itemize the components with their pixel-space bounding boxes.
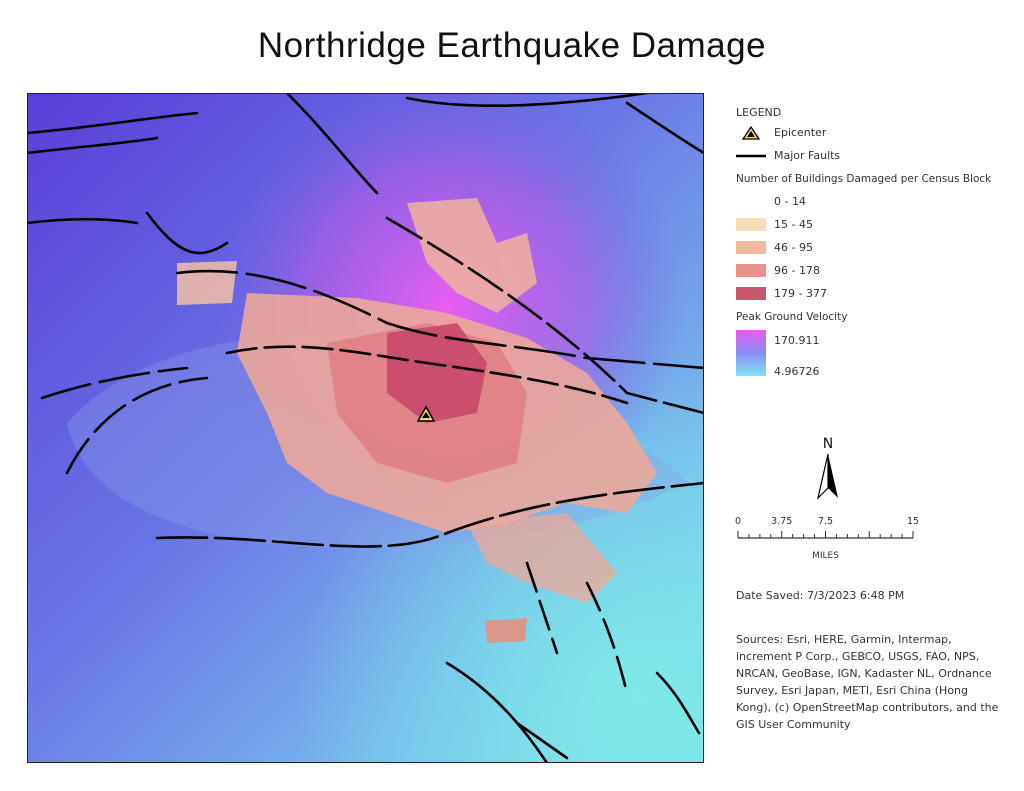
legend-item: 179 - 377 <box>736 282 1006 305</box>
north-arrow-right <box>828 454 838 498</box>
fault <box>155 481 704 548</box>
fault <box>405 93 649 107</box>
velocity-high: 170.911 <box>774 334 820 347</box>
fault <box>285 93 379 195</box>
legend-subtitle: Number of Buildings Damaged per Census B… <box>736 167 1006 190</box>
date-saved: Date Saved: 7/3/2023 6:48 PM <box>736 589 905 602</box>
epicenter-marker-core <box>422 412 430 418</box>
map <box>27 93 704 763</box>
fault <box>27 211 229 255</box>
legend-label: Epicenter <box>774 126 827 139</box>
fault <box>655 671 701 735</box>
legend-label: 46 - 95 <box>774 241 813 254</box>
fault <box>175 269 704 370</box>
legend-label: 15 - 45 <box>774 218 813 231</box>
legend-item: 15 - 45 <box>736 213 1006 236</box>
legend-subtitle: Peak Ground Velocity <box>736 305 1006 328</box>
damage-area <box>485 618 527 643</box>
legend-label: Major Faults <box>774 149 841 162</box>
fault <box>225 345 629 405</box>
damage-area <box>177 261 237 305</box>
legend-label: 0 - 14 <box>774 195 806 208</box>
epicenter <box>416 405 436 422</box>
damage-area <box>407 198 537 313</box>
damage-area <box>467 513 617 603</box>
damage-classes: 0 - 14 15 - 45 46 - 95 96 - 178 179 - 377 <box>736 190 1006 305</box>
legend-item: 0 - 14 <box>736 190 1006 213</box>
fault <box>525 561 629 695</box>
velocity-ramp: 170.911 4.96726 <box>736 328 1006 378</box>
legend-item: 96 - 178 <box>736 259 1006 282</box>
scale-unit: MILES <box>812 551 839 561</box>
legend-item: Epicenter <box>736 121 1006 144</box>
scale-label: 15 <box>907 516 919 527</box>
damage-swatch <box>736 264 766 277</box>
epicenter-symbol <box>741 125 761 140</box>
legend-heading: LEGEND <box>736 104 1006 121</box>
fault-symbol <box>736 154 766 157</box>
map-frame <box>27 93 704 763</box>
scale-label: 7.5 <box>818 516 833 527</box>
fault <box>625 101 704 155</box>
damage-area <box>387 323 487 423</box>
damage-swatch <box>736 195 766 208</box>
fault <box>65 376 209 475</box>
velocity-low: 4.96726 <box>774 365 820 378</box>
damage-swatch <box>736 218 766 231</box>
velocity-swatch <box>736 330 766 376</box>
legend-item: Major Faults <box>736 144 1006 167</box>
map-furniture: N 0 3.75 7.5 15 MILES <box>735 436 919 561</box>
fault <box>27 111 199 135</box>
scale-bar: 0 3.75 7.5 15 MILES <box>735 516 919 561</box>
legend-label: 179 - 377 <box>774 287 827 300</box>
fault <box>445 661 569 763</box>
legend-label: 96 - 178 <box>774 264 820 277</box>
velocity-labels: 170.911 4.96726 <box>774 328 820 378</box>
sources: Sources: Esri, HERE, Garmin, Intermap, i… <box>736 633 999 731</box>
fault <box>27 136 159 155</box>
fault <box>40 366 189 400</box>
damage-swatch <box>736 241 766 254</box>
legend-label: Number of Buildings Damaged per Census B… <box>736 172 992 185</box>
legend: LEGEND Epicenter Major Faults Number of … <box>736 104 1006 378</box>
damage-swatch <box>736 287 766 300</box>
major-faults <box>27 93 704 763</box>
legend-label: Peak Ground Velocity <box>736 310 848 323</box>
north-arrow-left <box>816 453 829 500</box>
fault <box>385 216 704 415</box>
scale-label: 3.75 <box>771 516 792 527</box>
north-label: N <box>823 436 833 452</box>
map-title: Northridge Earthquake Damage <box>257 26 767 65</box>
scale-label: 0 <box>735 516 741 527</box>
legend-item: 46 - 95 <box>736 236 1006 259</box>
legend-heading-text: LEGEND <box>736 106 782 119</box>
